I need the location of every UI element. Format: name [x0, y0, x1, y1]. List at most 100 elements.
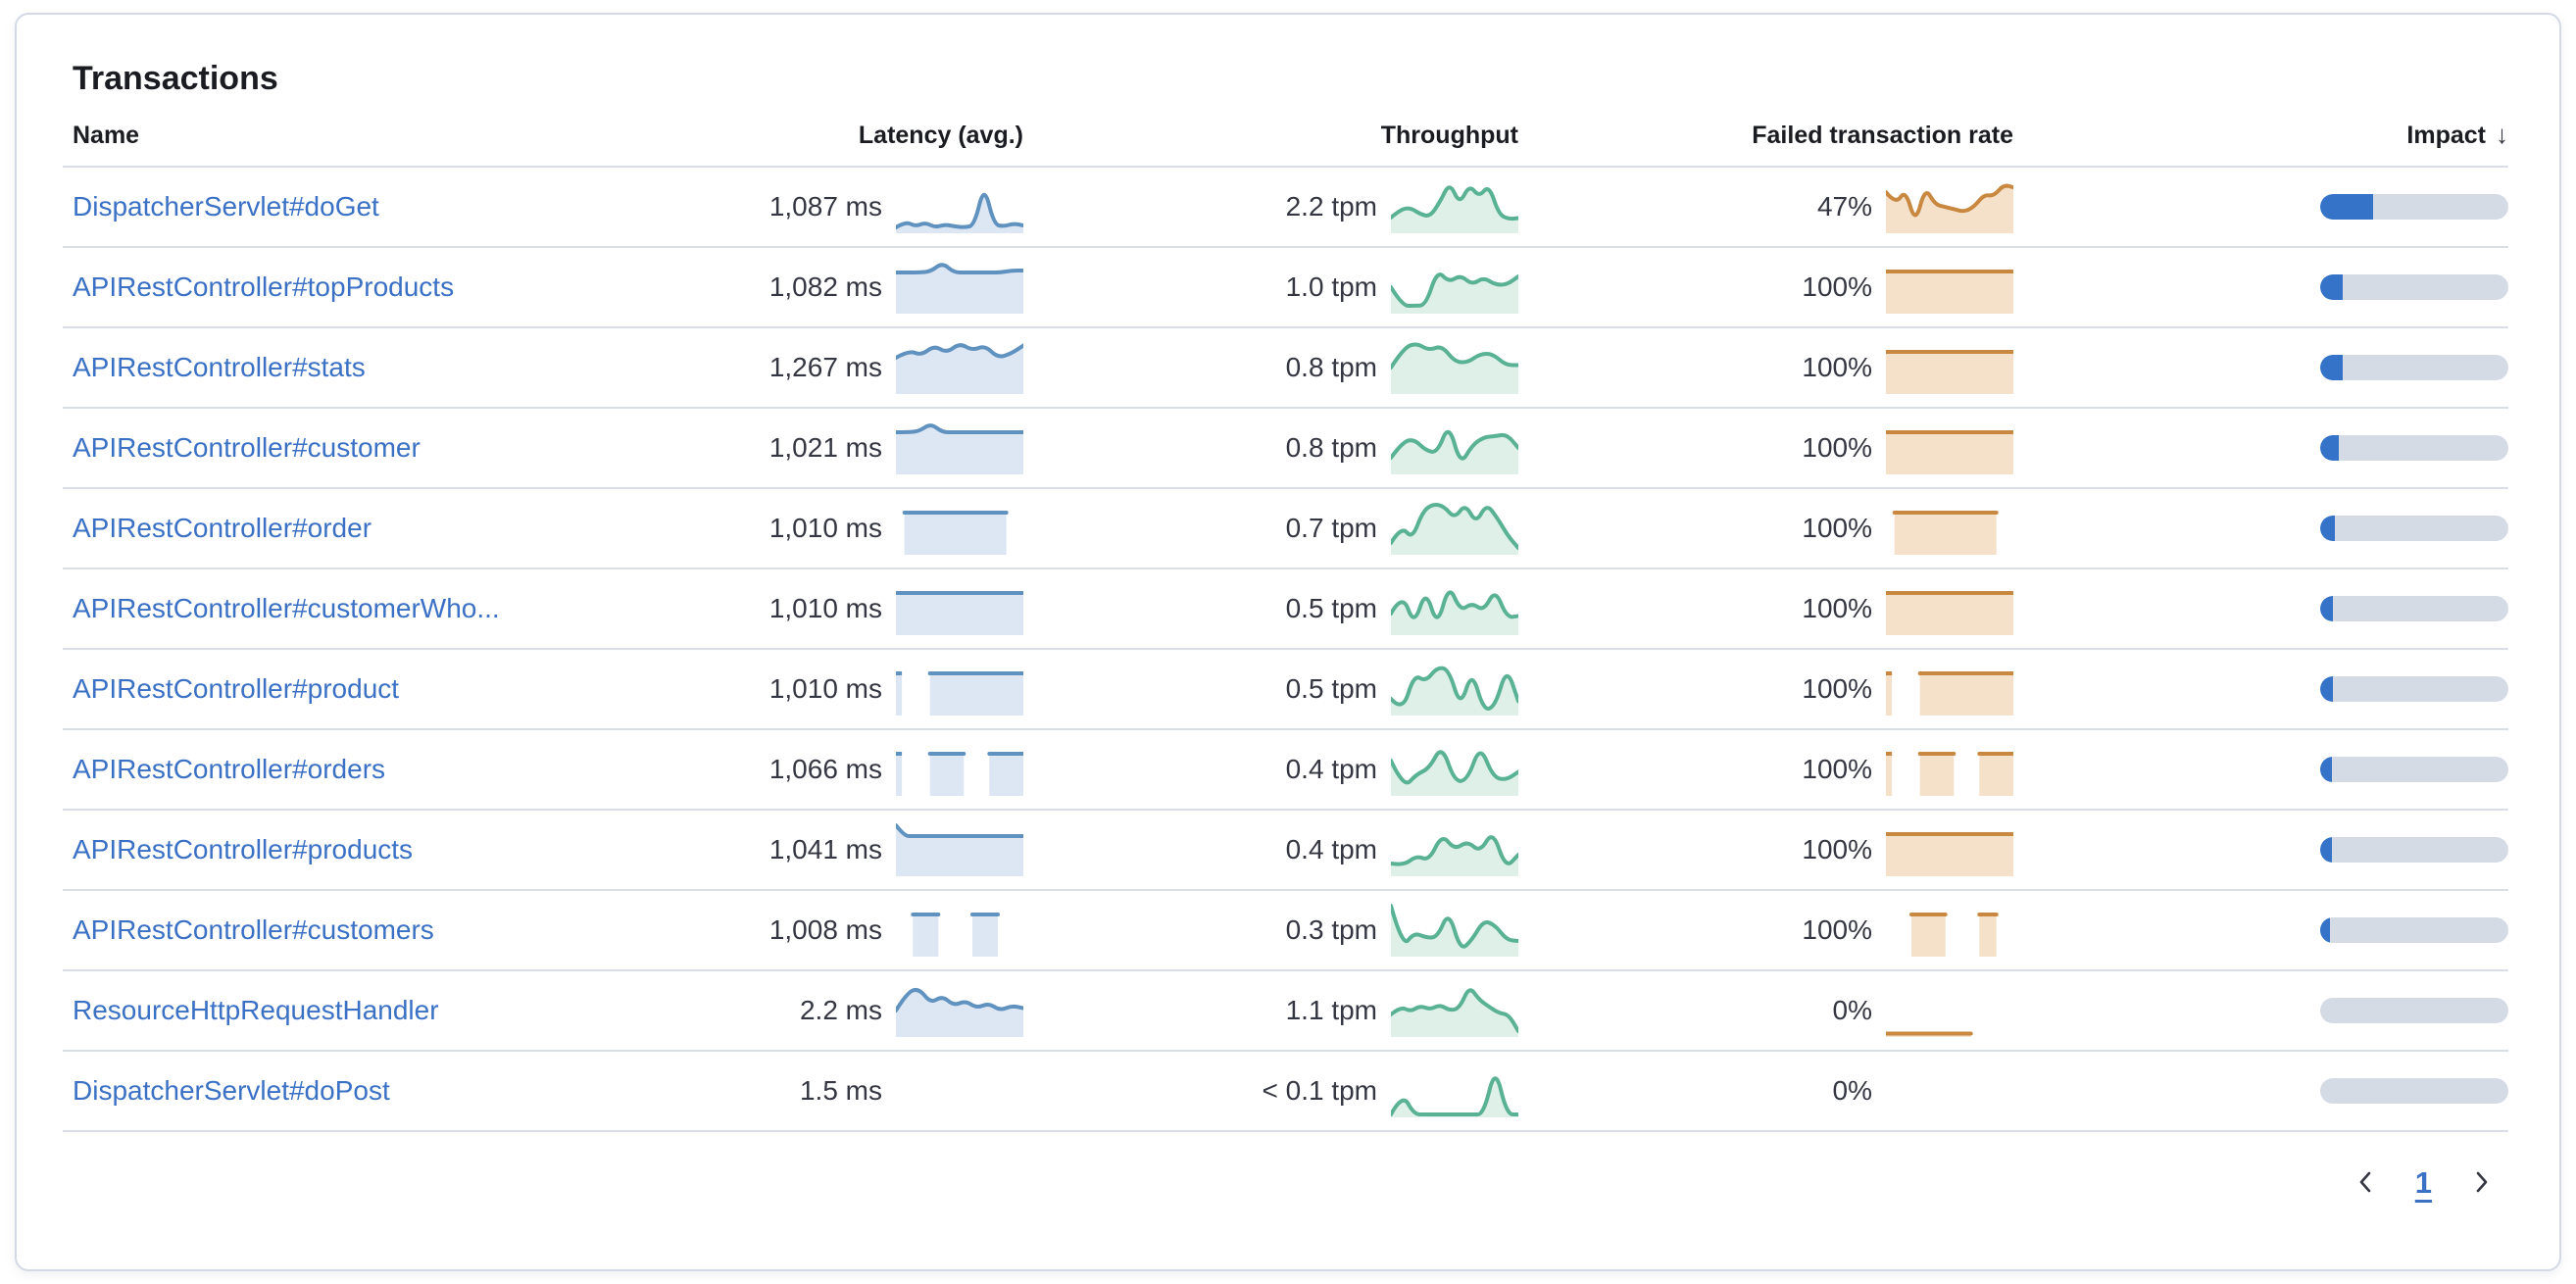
transaction-name-cell: APIRestController#customer [63, 432, 670, 464]
transaction-name-link[interactable]: APIRestController#product [73, 673, 400, 704]
latency-sparkline [894, 178, 1025, 235]
error-rate-sparkline [1886, 902, 2013, 959]
error-rate-cell: 100% [1518, 821, 2015, 878]
error-rate-sparkline [1884, 420, 2015, 476]
throughput-value: < 0.1 tpm [1262, 1075, 1377, 1106]
column-header-impact-label: Impact [2406, 122, 2486, 149]
transaction-name-link[interactable]: APIRestController#customerWho... [73, 593, 500, 623]
latency-sparkline [894, 580, 1025, 637]
impact-cell [2013, 355, 2508, 380]
error-rate-value: 100% [1802, 513, 1872, 543]
column-header-error-rate[interactable]: Failed transaction rate [1752, 122, 2013, 149]
impact-bar-fill [2320, 596, 2334, 621]
transaction-name-cell: ResourceHttpRequestHandler [63, 995, 670, 1026]
error-rate-sparkline [1886, 1062, 2013, 1119]
column-header-impact[interactable]: Impact ↓ [2013, 120, 2508, 150]
latency-value: 1,008 ms [768, 914, 882, 945]
error-rate-value: 0% [1832, 995, 1872, 1025]
throughput-value: 1.1 tpm [1285, 995, 1377, 1025]
pagination-prev-button[interactable] [2345, 1161, 2388, 1207]
latency-cell: 1,010 ms [670, 500, 1023, 557]
pagination-next-button[interactable] [2459, 1161, 2502, 1207]
throughput-cell: 1.1 tpm [1023, 982, 1520, 1039]
transaction-name-link[interactable]: APIRestController#products [73, 834, 414, 864]
throughput-cell: 0.8 tpm [1023, 339, 1520, 396]
sort-desc-icon: ↓ [2496, 120, 2508, 149]
latency-cell: 1,066 ms [670, 741, 1025, 798]
latency-value: 1,010 ms [768, 593, 882, 623]
transaction-row: APIRestController#customer 1,021 ms 0.8 … [63, 409, 2508, 489]
column-header-name[interactable]: Name [73, 122, 140, 149]
transaction-row: APIRestController#customerWho... 1,010 m… [63, 569, 2508, 650]
transaction-name-link[interactable]: APIRestController#order [73, 513, 372, 543]
error-rate-value: 100% [1802, 754, 1872, 784]
transactions-table: Name Latency (avg.) Throughput Failed tr… [63, 99, 2508, 1132]
transaction-row: APIRestController#topProducts 1,082 ms 1… [63, 248, 2508, 328]
impact-bar-track [2320, 917, 2508, 943]
impact-bar-track [2320, 274, 2508, 300]
impact-cell [2013, 917, 2508, 943]
throughput-cell: < 0.1 tpm [1023, 1062, 1520, 1119]
throughput-value: 0.4 tpm [1285, 754, 1377, 784]
latency-value: 1,267 ms [768, 352, 882, 382]
error-rate-cell: 0% [1518, 1062, 2013, 1119]
throughput-sparkline [1389, 178, 1520, 235]
error-rate-value: 100% [1802, 673, 1872, 704]
throughput-value: 2.2 tpm [1285, 191, 1377, 222]
impact-bar-fill [2320, 757, 2332, 782]
transaction-row: APIRestController#products 1,041 ms 0.4 … [63, 811, 2508, 891]
error-rate-cell: 100% [1518, 339, 2015, 396]
throughput-sparkline [1389, 661, 1520, 717]
impact-cell [2013, 194, 2508, 220]
error-rate-value: 100% [1802, 593, 1872, 623]
throughput-sparkline [1389, 339, 1520, 396]
transaction-row: DispatcherServlet#doGet 1,087 ms 2.2 tpm… [63, 168, 2508, 248]
impact-bar-track [2320, 1078, 2508, 1104]
impact-bar-fill [2320, 355, 2344, 380]
latency-value: 1,082 ms [768, 272, 882, 302]
error-rate-value: 100% [1802, 432, 1872, 463]
throughput-cell: 1.0 tpm [1023, 259, 1520, 316]
transaction-name-cell: APIRestController#orders [63, 754, 670, 785]
error-rate-sparkline [1884, 982, 2013, 1039]
impact-cell [2013, 676, 2508, 702]
transaction-name-cell: APIRestController#customerWho... [63, 593, 670, 624]
column-header-throughput[interactable]: Throughput [1380, 122, 1518, 149]
transaction-name-link[interactable]: APIRestController#customer [73, 432, 421, 463]
pagination-page-1[interactable]: 1 [2407, 1160, 2440, 1207]
latency-cell: 1,008 ms [670, 902, 1023, 959]
impact-cell [2013, 596, 2508, 621]
error-rate-sparkline [1884, 339, 2015, 396]
transaction-name-link[interactable]: ResourceHttpRequestHandler [73, 995, 439, 1025]
transaction-name-link[interactable]: DispatcherServlet#doPost [73, 1075, 390, 1106]
latency-sparkline [894, 339, 1025, 396]
throughput-sparkline [1389, 982, 1520, 1039]
error-rate-cell: 0% [1518, 982, 2013, 1039]
throughput-sparkline [1389, 821, 1520, 878]
impact-bar-track [2320, 596, 2508, 621]
impact-bar-track [2320, 355, 2508, 380]
latency-sparkline [896, 902, 1023, 959]
throughput-value: 0.5 tpm [1285, 593, 1377, 623]
transaction-row: APIRestController#orders 1,066 ms 0.4 tp… [63, 730, 2508, 811]
transaction-name-link[interactable]: APIRestController#orders [73, 754, 386, 784]
column-header-latency[interactable]: Latency (avg.) [858, 122, 1023, 149]
pagination: 1 [63, 1132, 2508, 1207]
transaction-name-link[interactable]: APIRestController#topProducts [73, 272, 455, 302]
error-rate-value: 100% [1802, 834, 1872, 864]
latency-sparkline [896, 661, 1025, 717]
latency-cell: 1,041 ms [670, 821, 1025, 878]
throughput-value: 0.8 tpm [1285, 352, 1377, 382]
transaction-name-cell: APIRestController#topProducts [63, 272, 670, 303]
transaction-name-link[interactable]: APIRestController#stats [73, 352, 366, 382]
impact-bar-track [2320, 757, 2508, 782]
transaction-name-link[interactable]: DispatcherServlet#doGet [73, 191, 379, 222]
latency-cell: 1.5 ms [670, 1062, 1023, 1119]
transaction-name-cell: APIRestController#product [63, 673, 670, 705]
throughput-value: 0.5 tpm [1285, 673, 1377, 704]
impact-bar-fill [2320, 837, 2332, 863]
transaction-name-link[interactable]: APIRestController#customers [73, 914, 434, 945]
throughput-cell: 0.7 tpm [1023, 500, 1520, 557]
impact-cell [2013, 274, 2508, 300]
error-rate-value: 100% [1802, 352, 1872, 382]
